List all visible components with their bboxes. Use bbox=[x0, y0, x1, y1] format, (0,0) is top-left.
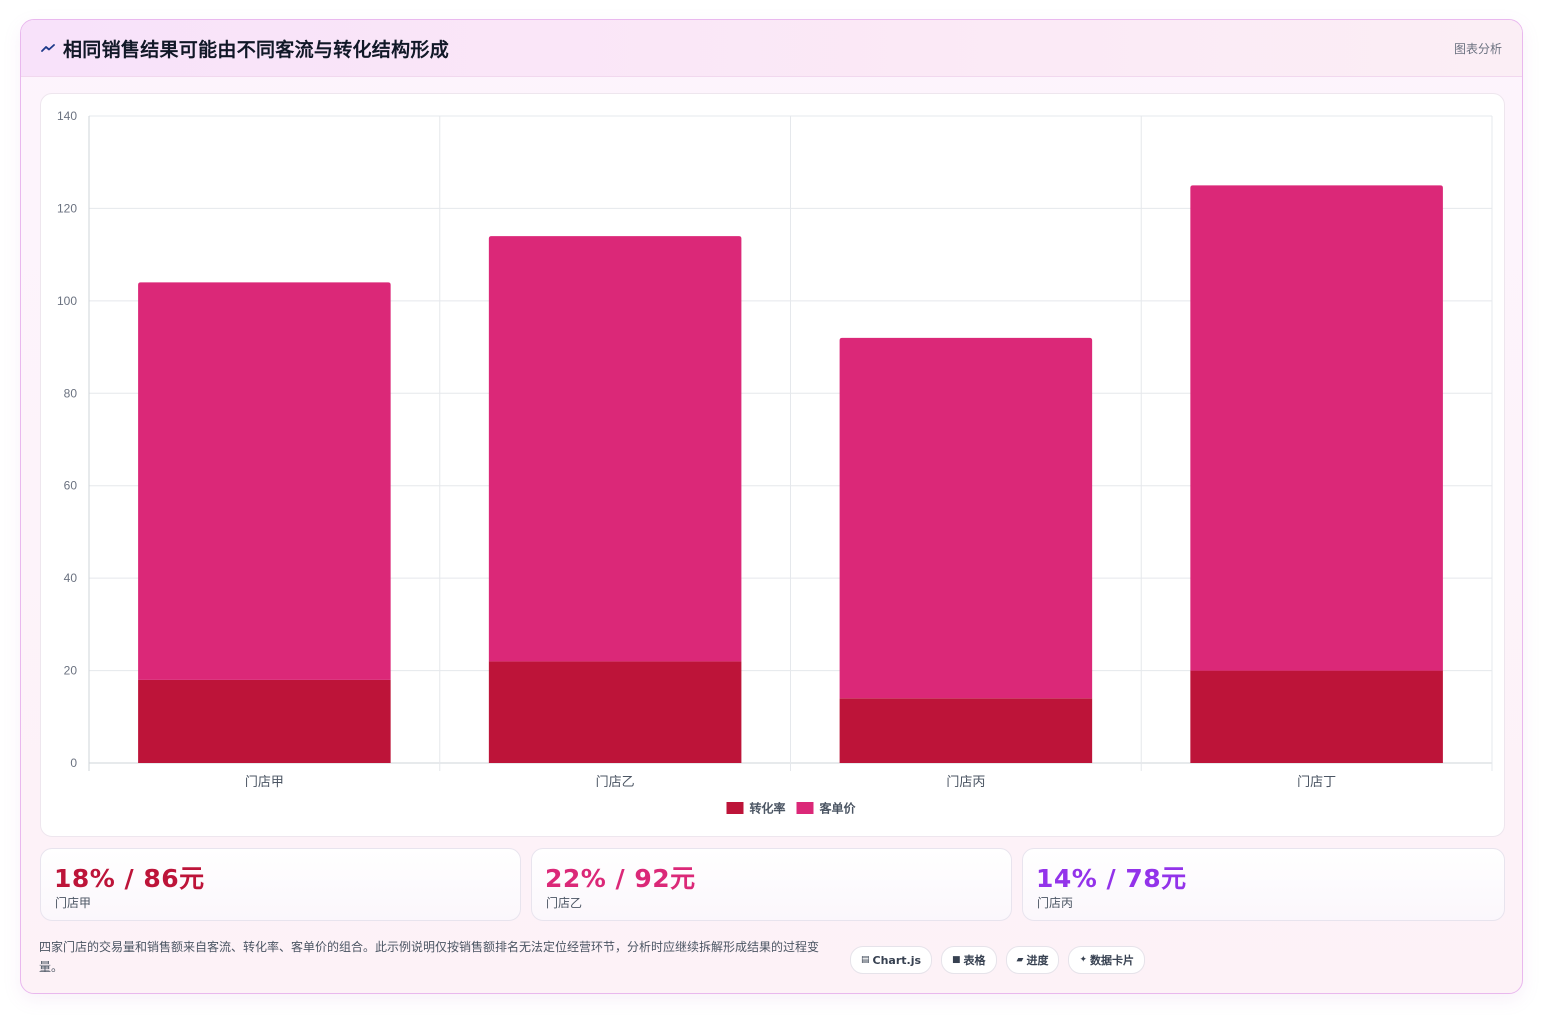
bar-segment bbox=[1190, 185, 1443, 671]
legend-label: 转化率 bbox=[750, 801, 786, 816]
bar-segment bbox=[839, 337, 1093, 699]
y-tick-label: 40 bbox=[64, 571, 78, 585]
stat-label: 门店乙 bbox=[546, 896, 583, 910]
chart-panel: 0 20 40 60 80 100 120 140 门店甲 门店乙 门店丙 门店丁转化率 客单价 bbox=[40, 93, 1505, 837]
stat-card-store-c: 14% / 78元 门店丙 bbox=[1022, 848, 1505, 921]
stat-label: 门店甲 bbox=[55, 896, 92, 910]
x-tick-label: 门店乙 bbox=[596, 774, 635, 789]
table-icon: ■ bbox=[952, 955, 961, 965]
sparkle-icon: ✦ bbox=[1079, 955, 1088, 965]
chart-icon: ▤ bbox=[861, 955, 870, 965]
chart-analysis-tag: 图表分析 bbox=[1453, 42, 1502, 56]
progress-icon: ▰ bbox=[1016, 955, 1024, 965]
trend-icon bbox=[41, 44, 55, 52]
bar-segment bbox=[138, 282, 391, 680]
chip-table[interactable]: ■ 表格 bbox=[941, 946, 997, 974]
stat-label: 门店丙 bbox=[1037, 896, 1074, 910]
stat-value: 18% / 86元 bbox=[54, 864, 205, 893]
bar-segment bbox=[488, 236, 742, 662]
stat-value: 14% / 78元 bbox=[1036, 864, 1187, 893]
page-title: 相同销售结果可能由不同客流与转化结构形成 bbox=[63, 39, 450, 61]
bar-segment bbox=[1190, 670, 1443, 763]
stat-value: 22% / 92元 bbox=[545, 864, 696, 893]
card-header: 相同销售结果可能由不同客流与转化结构形成 图表分析 bbox=[21, 20, 1522, 77]
x-tick-label: 门店甲 bbox=[245, 774, 284, 789]
x-tick-label: 门店丙 bbox=[946, 774, 985, 789]
chip-label: Chart.js bbox=[872, 953, 922, 967]
y-tick-label: 80 bbox=[64, 386, 78, 400]
x-tick-label: 门店丁 bbox=[1297, 774, 1336, 789]
tag-chips: ▤ Chart.js ■ 表格 ▰ 进度 ✦ 数据卡片 bbox=[850, 946, 1146, 974]
bar-segment bbox=[488, 661, 742, 763]
stat-card-store-b: 22% / 92元 门店乙 bbox=[531, 848, 1012, 921]
chip-chartjs[interactable]: ▤ Chart.js bbox=[850, 946, 933, 974]
legend-swatch bbox=[726, 802, 744, 814]
footnote: 四家门店的交易量和销售额来自客流、转化率、客单价的组合。此示例说明仅按销售额排名… bbox=[39, 940, 820, 974]
y-tick-label: 60 bbox=[64, 479, 78, 493]
legend-swatch bbox=[796, 802, 814, 814]
chip-label: 数据卡片 bbox=[1090, 954, 1135, 967]
y-tick-label: 20 bbox=[64, 664, 78, 678]
chip-label: 进度 bbox=[1026, 954, 1049, 967]
y-tick-label: 140 bbox=[57, 109, 77, 123]
y-tick-label: 0 bbox=[70, 756, 77, 770]
y-tick-label: 100 bbox=[57, 294, 77, 308]
y-tick-label: 120 bbox=[57, 201, 77, 215]
chip-data-card[interactable]: ✦ 数据卡片 bbox=[1068, 946, 1146, 974]
legend-label: 客单价 bbox=[819, 801, 857, 816]
chip-label: 表格 bbox=[963, 954, 986, 967]
bar-segment bbox=[839, 698, 1093, 763]
bar-segment bbox=[138, 679, 391, 763]
chip-progress[interactable]: ▰ 进度 bbox=[1005, 946, 1060, 974]
stat-card-store-a: 18% / 86元 门店甲 bbox=[40, 848, 521, 921]
chart-card: 相同销售结果可能由不同客流与转化结构形成 图表分析 0 20 40 60 80 100 12… bbox=[20, 19, 1523, 994]
